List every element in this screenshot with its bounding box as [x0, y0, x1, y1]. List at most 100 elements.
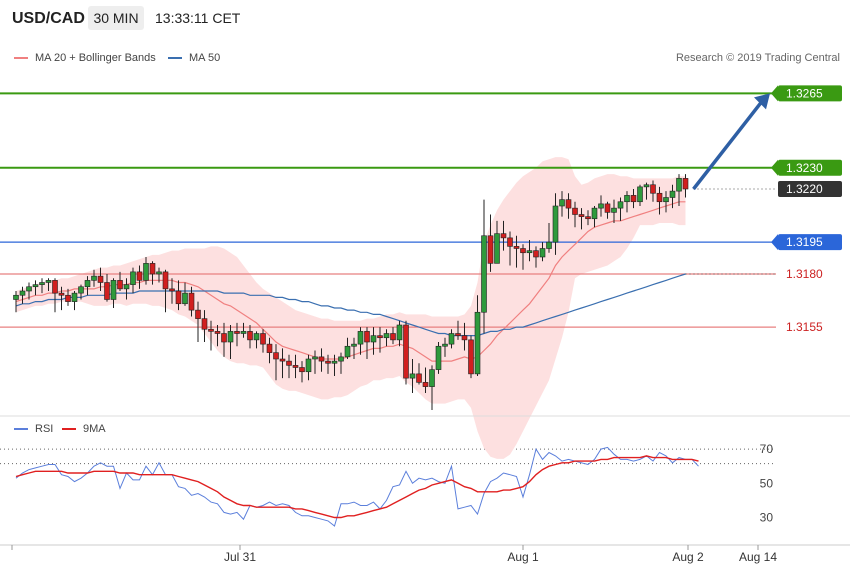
- candle-body-49: [331, 360, 338, 364]
- x-label-0: Jul 31: [224, 550, 256, 564]
- candle-body-40: [273, 352, 279, 360]
- x-label-2: Aug 2: [672, 550, 704, 564]
- candle-body-28: [195, 309, 201, 319]
- ma50-line: [15, 273, 686, 337]
- candle-body-39: [266, 343, 273, 353]
- candle-body-33: [227, 331, 234, 343]
- current-price-tag: [778, 181, 842, 197]
- candle-body-62: [416, 373, 422, 383]
- candle-body-4: [39, 282, 45, 285]
- level-tag-pointer-1.3230: [771, 159, 778, 176]
- candle-body-66: [442, 343, 448, 347]
- legend-9ma: 9MA: [62, 423, 106, 435]
- candle-body-101: [669, 190, 676, 198]
- candle-body-16: [117, 280, 123, 290]
- candle-body-99: [656, 192, 663, 203]
- rsi-tick-30: 30: [760, 510, 774, 524]
- candle-body-71: [474, 311, 481, 375]
- candle-body-35: [240, 331, 247, 334]
- x-label-1: Aug 1: [507, 550, 539, 564]
- candle-body-77: [513, 246, 520, 249]
- candle-body-42: [286, 360, 292, 366]
- candle-body-65: [435, 345, 442, 370]
- candle-body-24: [169, 288, 175, 292]
- candle-body-56: [377, 335, 383, 339]
- candle-body-27: [188, 292, 195, 311]
- candle-body-102: [676, 178, 682, 192]
- candle-body-48: [325, 360, 331, 364]
- level-label-1.3195: 1.3195: [786, 235, 823, 249]
- legend-ma20: MA 20 + Bollinger Bands: [14, 52, 156, 64]
- candle-body-31: [214, 331, 221, 334]
- candle-body-100: [663, 197, 669, 203]
- candle-body-38: [260, 333, 266, 345]
- candle-body-12: [91, 275, 97, 281]
- candle-body-84: [559, 199, 565, 207]
- candle-body-70: [468, 339, 474, 375]
- legend-ma50: MA 50: [168, 52, 220, 64]
- candle-body-69: [461, 335, 468, 341]
- candle-body-5: [45, 280, 52, 283]
- candle-body-78: [520, 248, 526, 254]
- level-tag-pointer-1.3195: [771, 234, 778, 251]
- candle-body-50: [338, 356, 344, 362]
- level-tag-1.3230: [778, 159, 842, 176]
- candle-body-23: [162, 271, 169, 290]
- candle-body-13: [97, 275, 104, 283]
- rsi-series-9MA: [15, 455, 699, 519]
- candle-body-83: [552, 205, 559, 243]
- candle-body-44: [299, 367, 305, 373]
- price-panel: 1.3265 1.3230 1.3220 1.3195 1.3180 1.3155: [0, 85, 850, 459]
- candle-body-7: [58, 292, 65, 296]
- rsi-series-RSI: [15, 446, 699, 527]
- candle-body-32: [221, 333, 227, 343]
- x-axis: Jul 31 Aug 1 Aug 2 Aug 14: [0, 544, 850, 564]
- level-tag-1.3195: [778, 234, 842, 251]
- candle-body-91: [604, 203, 611, 213]
- rsi-tick-70: 70: [760, 442, 774, 456]
- candle-body-2: [26, 286, 32, 292]
- interval-selector[interactable]: 30 MIN: [88, 6, 144, 30]
- candle-body-6: [52, 280, 58, 294]
- legend-rsi-label: RSI: [35, 423, 54, 435]
- candle-body-10: [78, 286, 84, 294]
- level-tag-pointer-1.3265: [771, 85, 778, 102]
- clock-label: 13:33:11 CET: [155, 10, 241, 26]
- candle-body-14: [104, 282, 110, 300]
- candle-body-86: [572, 207, 578, 215]
- candle-body-45: [305, 358, 312, 373]
- ma50-swatch: [168, 57, 182, 59]
- candle-body-25: [175, 290, 182, 305]
- level-label-1.3230: 1.3230: [786, 161, 823, 175]
- level-label-1.3265: 1.3265: [786, 86, 823, 100]
- forecast-arrow-shaft: [692, 100, 764, 191]
- candle-body-74: [494, 233, 500, 264]
- candle-body-57: [383, 333, 390, 339]
- candle-body-103: [682, 178, 689, 190]
- x-label-3: Aug 14: [739, 550, 777, 564]
- candle-body-85: [565, 199, 572, 209]
- candle-body-22: [156, 271, 162, 275]
- candle-body-17: [123, 284, 130, 290]
- candle-body-93: [617, 201, 624, 209]
- candle-body-60: [403, 324, 409, 379]
- candle-body-94: [624, 195, 630, 203]
- level-tag-1.3265: [778, 85, 842, 102]
- legend-9ma-label: 9MA: [83, 423, 106, 435]
- legend-ma20-label: MA 20 + Bollinger Bands: [35, 52, 156, 64]
- legend-ma50-label: MA 50: [189, 52, 221, 64]
- ma9-swatch: [62, 428, 76, 430]
- candle-body-37: [253, 333, 260, 341]
- ma20-line: [15, 201, 686, 362]
- candle-body-88: [585, 216, 591, 220]
- copyright-text: Research © 2019 Trading Central: [675, 52, 840, 64]
- candle-body-82: [546, 241, 552, 249]
- candle-body-80: [533, 250, 539, 258]
- level-tag-1.3155: [778, 319, 842, 336]
- candle-body-90: [598, 203, 604, 209]
- candle-body-1: [19, 290, 26, 296]
- candle-body-9: [71, 292, 78, 302]
- candle-body-61: [409, 373, 416, 379]
- forecast-arrow-head: [754, 93, 770, 110]
